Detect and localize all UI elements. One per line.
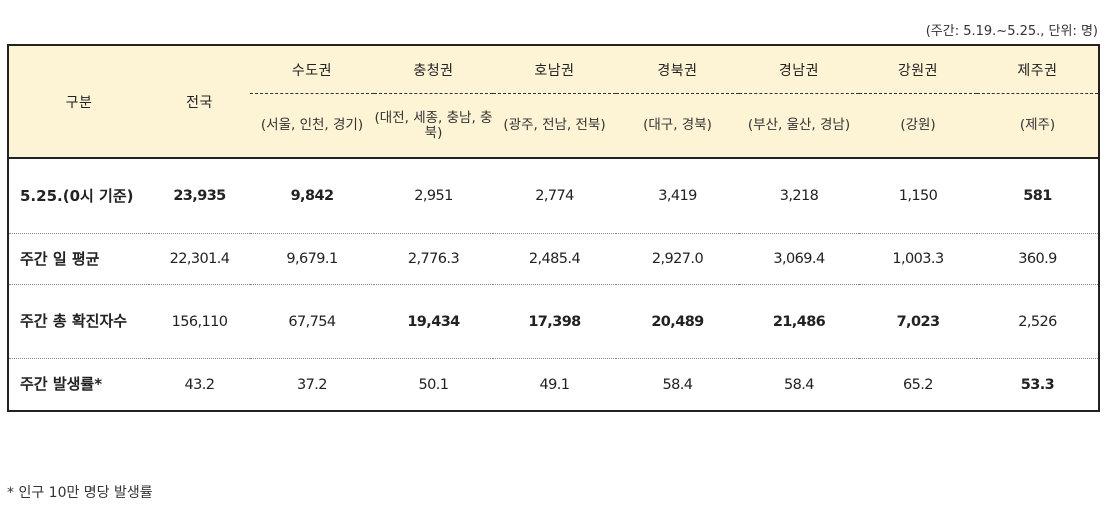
subregion-gangwon: (강원) bbox=[859, 93, 977, 159]
table-row: 5.25.(0시 기준) 23,935 9,842 2,951 2,774 3,… bbox=[8, 158, 1099, 234]
subregion-jeju: (제주) bbox=[977, 93, 1099, 159]
value-cell: 2,776.3 bbox=[374, 233, 493, 285]
header-region-gangwon: 강원권 bbox=[859, 45, 977, 94]
value-cell: 43.2 bbox=[184, 376, 215, 393]
value-cell: 20,489 bbox=[616, 284, 739, 359]
value-cell: 9,842 bbox=[250, 158, 374, 234]
value-cell: 58.4 bbox=[662, 376, 693, 393]
value-cell: 23,935 bbox=[149, 158, 250, 234]
header-row-regions: 구분 전국 수도권 충청권 호남권 경북권 경남권 강원권 제주권 bbox=[8, 45, 1099, 159]
value-cell: 19,434 bbox=[374, 284, 493, 359]
value-cell: 2,927.0 bbox=[616, 233, 739, 285]
value-cell: 3,069.4 bbox=[739, 233, 859, 285]
value-cell: 2,485.4 bbox=[493, 233, 616, 285]
header-region-gyeongnam: 경남권 bbox=[739, 45, 859, 94]
value-cell: 58.4 bbox=[784, 376, 814, 393]
subregion-honam: (광주, 전남, 전북) bbox=[493, 93, 616, 159]
value-cell: 581 bbox=[977, 158, 1099, 234]
header-region-chungcheong: 충청권 bbox=[374, 45, 493, 94]
value-cell: 67,754 bbox=[250, 284, 374, 359]
value-cell: 37.2 bbox=[297, 376, 327, 393]
value-cell: 3,218 bbox=[739, 158, 859, 234]
value-cell: 2,774 bbox=[493, 158, 616, 234]
value-cell: 1,003.3 bbox=[859, 233, 977, 285]
subregion-gyeongnam: (부산, 울산, 경남) bbox=[739, 93, 859, 159]
value-cell: 49.1 bbox=[539, 376, 570, 393]
table-row: 주간 일 평균 22,301.4 9,679.1 2,776.3 2,485.4… bbox=[8, 233, 1099, 285]
value-cell: 2,526 bbox=[977, 284, 1099, 359]
header-category: 구분 bbox=[8, 45, 149, 159]
value-cell: 3,419 bbox=[616, 158, 739, 234]
value-cell: 360.9 bbox=[977, 233, 1099, 285]
header-row-subregions: (서울, 인천, 경기) (대전, 세종, 충남, 충북) (광주, 전남, 전… bbox=[8, 93, 1099, 159]
subregion-gyeongbuk: (대구, 경북) bbox=[616, 93, 739, 159]
row-label-weekly-daily-avg: 주간 일 평균 bbox=[8, 233, 149, 285]
value-cell: 21,486 bbox=[739, 284, 859, 359]
header-region-gyeongbuk: 경북권 bbox=[616, 45, 739, 94]
value-cell: 53.3 bbox=[1020, 376, 1055, 393]
value-cell: 50.1 bbox=[418, 376, 449, 393]
header-national: 전국 bbox=[149, 45, 250, 159]
table-row: 주간 총 확진자수 156,110 67,754 19,434 17,398 2… bbox=[8, 284, 1099, 359]
row-label-incidence-rate: 주간 발생률* bbox=[20, 375, 103, 393]
row-label-weekly-total: 주간 총 확진자수 bbox=[8, 284, 149, 359]
subregion-chungcheong: (대전, 세종, 충남, 충북) bbox=[374, 93, 493, 159]
value-cell: 17,398 bbox=[493, 284, 616, 359]
row-label-cumulative: 5.25.(0시 기준) bbox=[8, 158, 149, 234]
footnote: * 인구 10만 명당 발생률 bbox=[7, 485, 153, 501]
table-header: 구분 전국 수도권 충청권 호남권 경북권 경남권 강원권 제주권 (서울, 인… bbox=[8, 45, 1099, 159]
header-region-honam: 호남권 bbox=[493, 45, 616, 94]
value-cell: 9,679.1 bbox=[250, 233, 374, 285]
header-region-sudo: 수도권 bbox=[250, 45, 374, 94]
unit-note: (주간: 5.19.~5.25., 단위: 명) bbox=[925, 24, 1098, 39]
header-region-jeju: 제주권 bbox=[977, 45, 1099, 94]
value-cell: 2,951 bbox=[374, 158, 493, 234]
value-cell: 65.2 bbox=[903, 376, 933, 393]
table-body: 5.25.(0시 기준) 23,935 9,842 2,951 2,774 3,… bbox=[8, 158, 1099, 411]
regional-stats-table: 구분 전국 수도권 충청권 호남권 경북권 경남권 강원권 제주권 (서울, 인… bbox=[7, 44, 1100, 412]
value-cell: 7,023 bbox=[859, 284, 977, 359]
value-cell: 156,110 bbox=[149, 284, 250, 359]
table-row: 주간 발생률* 43.2 37.2 50.1 49.1 58.4 58.4 65… bbox=[8, 359, 1099, 412]
value-cell: 1,150 bbox=[859, 158, 977, 234]
subregion-sudo: (서울, 인천, 경기) bbox=[250, 93, 374, 159]
value-cell: 22,301.4 bbox=[149, 233, 250, 285]
